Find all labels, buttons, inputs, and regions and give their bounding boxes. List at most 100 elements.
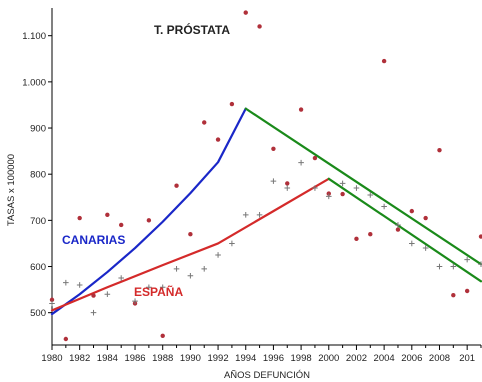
canarias-data-point (451, 292, 456, 298)
espana-data-point (325, 193, 332, 200)
x-ticks: 1980 1982 1984 1986 1988 1990 1992 1994 1996 1998… (41, 345, 482, 364)
canarias-data-point (368, 232, 373, 237)
trend-line-canarias-rise (50, 107, 247, 316)
espana-data-point (270, 178, 277, 184)
x-tick-label: 1992 (207, 353, 228, 364)
canarias-data-point (298, 107, 304, 112)
x-tick-label: 1988 (152, 353, 173, 364)
canarias-data-point (243, 10, 248, 15)
canarias-data-point (63, 336, 69, 342)
canarias-data-point (160, 333, 165, 338)
canarias-data-point (105, 212, 110, 218)
canarias-data-point (49, 297, 55, 302)
canarias-data-point (188, 232, 193, 237)
canarias-data-point (229, 101, 235, 107)
espana-data-point (450, 263, 457, 270)
espana-series-label: ESPAÑA (134, 284, 183, 299)
x-tick-label: 1986 (124, 353, 145, 364)
y-tick-label: 1.000 (22, 77, 46, 88)
x-axis-title: AÑOS DEFUNCIÓN (224, 370, 310, 381)
x-tick-label: 1982 (69, 353, 90, 364)
trend-line-espana-fall (327, 177, 482, 283)
espana-data-point (409, 240, 415, 247)
espana-data-point (367, 192, 374, 198)
trend-lines (50, 107, 482, 316)
espana-data-point (242, 212, 249, 218)
espana-data-point (118, 275, 124, 281)
x-tick-label: 1998 (291, 353, 312, 364)
y-axis-title: TASAS x 100000 (6, 154, 17, 226)
trend-line-espana-rise (50, 177, 330, 312)
x-tick-label: 2004 (374, 353, 395, 364)
canarias-data-point (118, 222, 124, 228)
y-tick-label: 1.100 (22, 31, 46, 42)
canarias-data-point (423, 215, 428, 221)
espana-data-point (422, 245, 429, 251)
x-tick-label: 1994 (235, 353, 256, 364)
canarias-data-point (285, 181, 290, 186)
canarias-data-point (464, 288, 470, 294)
espana-data-point (187, 272, 194, 279)
x-tick-label: 2002 (346, 353, 367, 364)
data-points (49, 10, 482, 342)
canarias-series-label: CANARIAS (62, 233, 125, 247)
espana-data-point (173, 266, 180, 272)
canarias-data-point (202, 120, 207, 125)
espana-data-point (312, 185, 318, 191)
espana-data-point (146, 284, 152, 291)
espana-data-point (104, 291, 111, 298)
canarias-data-point (409, 208, 415, 214)
canarias-data-point (91, 293, 96, 298)
trend-line-canarias-fall (244, 107, 482, 266)
espana-data-point (229, 240, 235, 247)
espana-data-point (381, 203, 387, 210)
espana-data-point (132, 298, 138, 304)
canarias-data-point (478, 234, 482, 239)
canarias-data-point (340, 191, 345, 197)
canarias-data-point (312, 155, 318, 161)
espana-data-point (159, 284, 166, 291)
espana-data-point (395, 222, 401, 228)
y-tick-label: 900 (30, 124, 46, 135)
canarias-data-point (146, 218, 152, 223)
espana-data-point (464, 256, 470, 263)
espana-data-point (201, 266, 208, 272)
espana-data-point (63, 279, 69, 286)
canarias-data-point (395, 227, 401, 232)
espana-data-point (339, 180, 346, 187)
canarias-data-point (77, 215, 82, 221)
espana-data-point (215, 252, 221, 258)
x-tick-label: 1984 (97, 353, 118, 364)
espana-data-point (284, 185, 291, 191)
espana-data-point (478, 261, 482, 268)
espana-data-point (49, 300, 55, 307)
canarias-data-point (271, 146, 276, 152)
espana-data-point (76, 282, 83, 288)
espana-data-point (298, 159, 304, 166)
y-ticks: 500 600 700 800 900 1.000 1.100 (22, 31, 52, 319)
y-tick-label: 800 (30, 170, 46, 181)
espana-data-point (436, 263, 443, 270)
chart-title: T. PRÓSTATA (154, 22, 230, 37)
y-tick-label: 600 (30, 262, 46, 273)
canarias-data-point (381, 58, 387, 64)
canarias-data-point (174, 183, 179, 188)
x-tick-label: 2006 (401, 353, 422, 364)
x-tick-label: 1980 (41, 353, 62, 364)
canarias-data-point (354, 236, 359, 242)
canarias-data-point (257, 24, 262, 29)
canarias-data-point (215, 137, 221, 142)
x-tick-label: 1996 (263, 353, 284, 364)
canarias-data-point (437, 147, 442, 153)
espana-data-point (256, 212, 263, 218)
x-tick-label: 2000 (318, 353, 339, 364)
espana-data-point (90, 309, 97, 316)
x-tick-label: 2008 (429, 353, 450, 364)
y-tick-label: 500 (30, 308, 46, 319)
x-tick-label: 201 (459, 353, 475, 364)
x-tick-label: 1990 (180, 353, 201, 364)
y-tick-label: 700 (30, 216, 46, 227)
espana-data-point (353, 185, 360, 191)
